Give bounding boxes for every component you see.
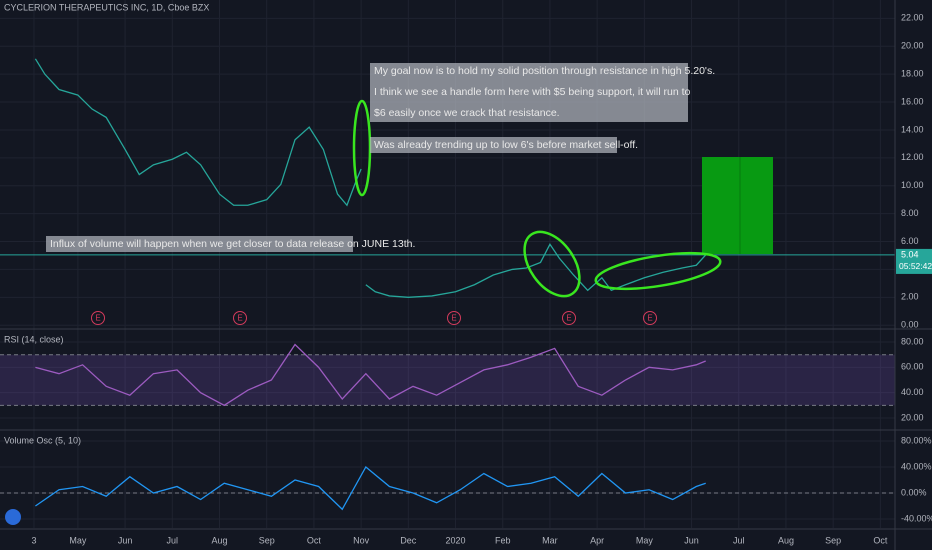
y-tick-label: 6.00 [901, 236, 919, 246]
y-tick-label: 12.00 [901, 152, 924, 162]
y-tick-label: 40.00 [901, 387, 924, 397]
earnings-marker [643, 311, 657, 325]
y-tick-label: 40.00% [901, 461, 932, 471]
earnings-marker [233, 311, 247, 325]
x-tick-label: Oct [873, 535, 888, 545]
y-tick-label: 80.00% [901, 435, 932, 445]
x-tick-label: Oct [307, 535, 322, 545]
highlight-circle [594, 251, 722, 291]
x-tick-label: Jun [684, 535, 699, 545]
earnings-label: E [237, 314, 242, 323]
pane-title: Volume Osc (5, 10) [4, 435, 81, 445]
x-tick-label: Sep [825, 535, 841, 545]
series-line [34, 58, 362, 207]
x-tick-label: Jun [118, 535, 133, 545]
earnings-label: E [647, 314, 652, 323]
y-tick-label: 80.00 [901, 336, 924, 346]
annotation-box [370, 63, 688, 122]
pane-title: RSI (14, close) [4, 334, 64, 344]
earnings-label: E [451, 314, 456, 323]
earnings-marker [447, 311, 461, 325]
y-tick-label: 16.00 [901, 96, 924, 106]
x-tick-label: May [636, 535, 654, 545]
x-tick-label: 2020 [446, 535, 466, 545]
annotation-text: $6 easily once we crack that resistance. [374, 107, 560, 119]
x-tick-label: Jul [167, 535, 179, 545]
x-tick-label: Aug [778, 535, 794, 545]
annotation-text: I think we see a handle form here with $… [374, 86, 690, 98]
target-box [702, 157, 773, 254]
earnings-label: E [95, 314, 100, 323]
y-tick-label: 22.00 [901, 13, 924, 23]
x-tick-label: May [69, 535, 87, 545]
countdown-label: 05:52:42 [899, 261, 932, 271]
series-line [365, 243, 707, 298]
x-tick-label: Feb [495, 535, 511, 545]
last-price-box [896, 248, 932, 274]
annotation-text: Influx of volume will happen when we get… [50, 238, 415, 250]
y-tick-label: 8.00 [901, 208, 919, 218]
x-tick-label: Apr [590, 535, 604, 545]
y-tick-label: -40.00% [901, 513, 932, 523]
marks [0, 58, 895, 511]
chart-title: CYCLERION THERAPEUTICS INC, 1D, Cboe BZX [4, 2, 209, 12]
x-tick-label: Mar [542, 535, 558, 545]
y-tick-label: 10.00 [901, 180, 924, 190]
x-tick-label: Jul [733, 535, 745, 545]
last-price-label: 5.04 [901, 249, 919, 259]
annotation-text: Was already trending up to low 6's befor… [374, 139, 638, 151]
y-tick-label: 0.00 [901, 320, 919, 330]
earnings-marker [562, 311, 576, 325]
highlight-circle [523, 230, 581, 298]
y-tick-label: 2.00 [901, 292, 919, 302]
earnings-label: E [566, 314, 571, 323]
x-tick-label: Nov [353, 535, 370, 545]
x-tick-label: Aug [211, 535, 227, 545]
y-tick-label: 18.00 [901, 69, 924, 79]
y-tick-label: 60.00 [901, 362, 924, 372]
annotation-box [46, 236, 353, 252]
series-line [35, 343, 706, 407]
x-tick-label: 3 [31, 535, 36, 545]
earnings-marker [91, 311, 105, 325]
x-tick-label: Dec [400, 535, 417, 545]
annotations: My goal now is to hold my solid position… [46, 63, 715, 252]
series-line [35, 465, 706, 511]
x-tick-label: Sep [259, 535, 275, 545]
y-tick-label: 20.00 [901, 412, 924, 422]
rsi-band [0, 354, 895, 406]
annotation-text: My goal now is to hold my solid position… [374, 65, 715, 77]
annotation-box [370, 137, 617, 153]
y-tick-label: 20.00 [901, 41, 924, 51]
logo [5, 509, 21, 525]
y-tick-label: 14.00 [901, 124, 924, 134]
y-tick-label: 0.00% [901, 487, 927, 497]
